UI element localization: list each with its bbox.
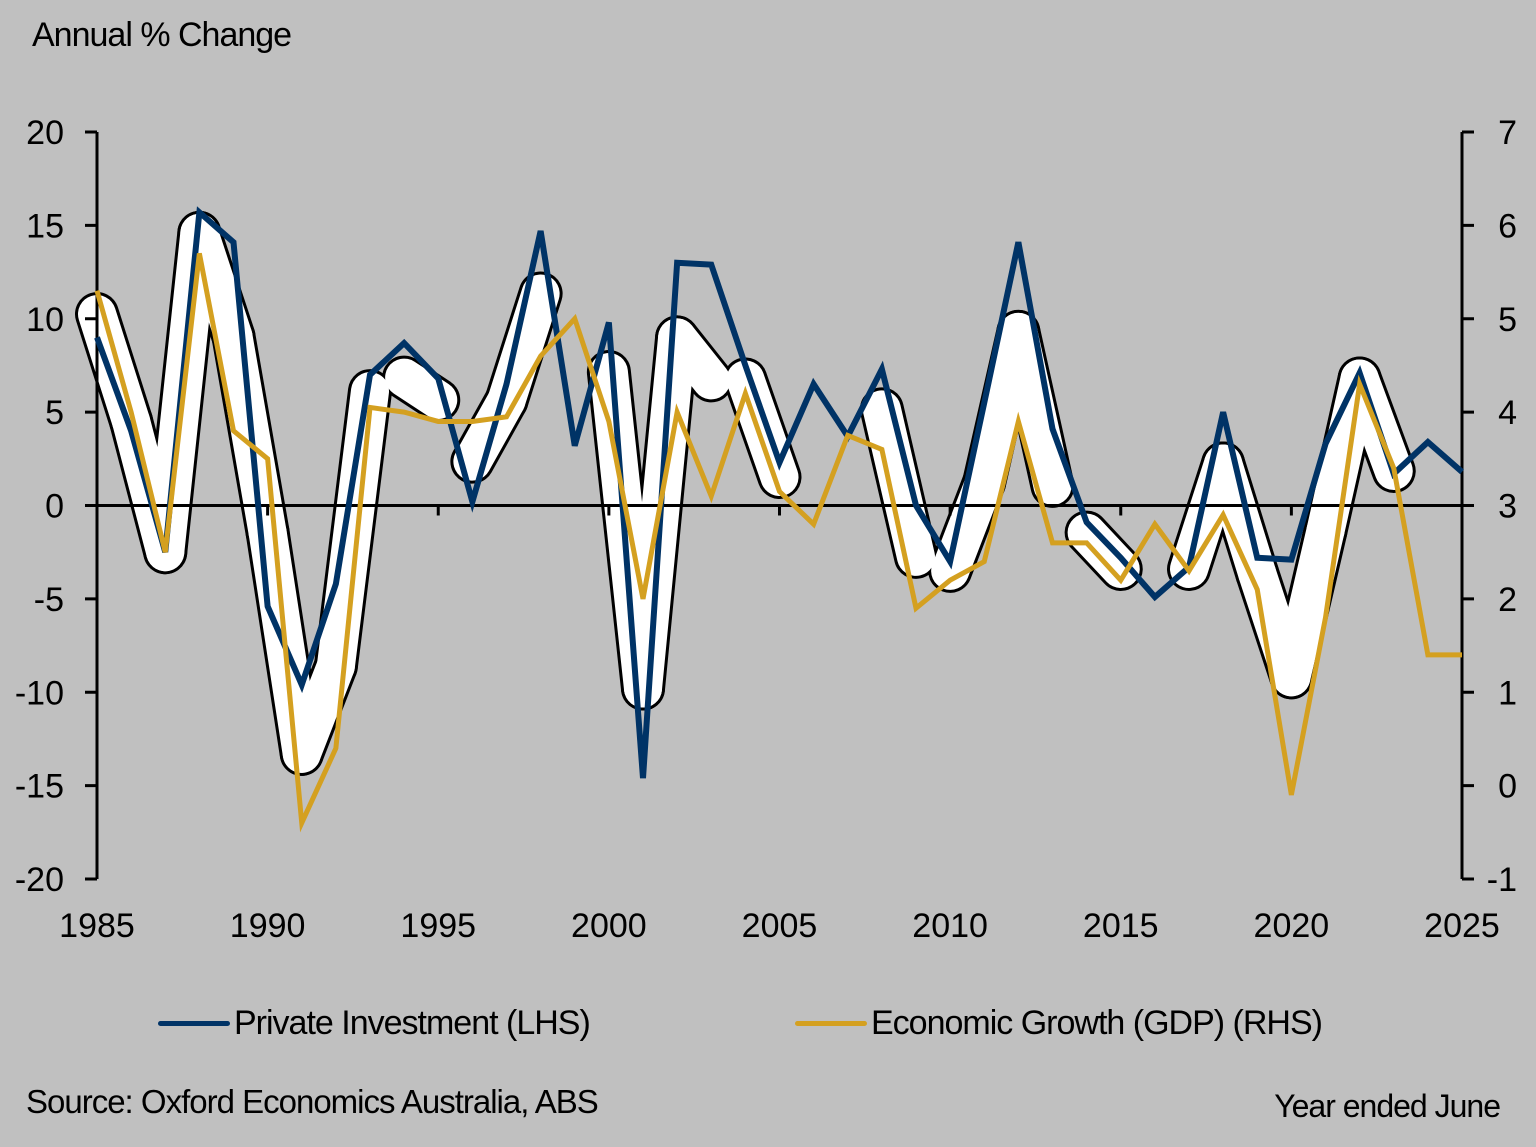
legend-swatch-gold [795, 1021, 867, 1026]
x-tick-label: 1995 [400, 907, 476, 945]
right-tick-label: -1 [1487, 861, 1517, 899]
x-tick-label: 2025 [1424, 907, 1500, 945]
legend-item-gdp: Economic Growth (GDP) (RHS) [795, 1004, 1323, 1043]
right-tick-label: 4 [1498, 394, 1517, 432]
series-private-investment [94, 206, 1464, 779]
right-tick-label: 2 [1498, 581, 1517, 619]
left-tick-label: -20 [15, 861, 64, 899]
co-movement-highlights [75, 210, 1416, 776]
x-tick-label: 2010 [912, 907, 988, 945]
x-tick-label: 2015 [1083, 907, 1159, 945]
left-tick-label: -5 [34, 581, 64, 619]
source-note: Source: Oxford Economics Australia, ABS [26, 1083, 599, 1120]
left-tick-label: 0 [45, 488, 64, 526]
left-tick-label: 10 [26, 301, 64, 339]
x-tick-label: 1990 [230, 907, 306, 945]
right-tick-label: 3 [1498, 488, 1517, 526]
right-tick-label: 1 [1498, 674, 1517, 712]
left-tick-label: 5 [45, 394, 64, 432]
legend-swatch-navy [158, 1021, 230, 1026]
right-tick-label: 7 [1498, 114, 1517, 152]
left-tick-label: 15 [26, 207, 64, 245]
x-tick-label: 2005 [742, 907, 818, 945]
right-tick-label: 6 [1498, 207, 1517, 245]
series-lines [94, 206, 1464, 833]
axis-title: Annual % Change [32, 16, 292, 54]
legend-label: Private Investment (LHS) [234, 1004, 591, 1042]
left-tick-label: 20 [26, 114, 64, 152]
x-tick-label: 1985 [59, 907, 135, 945]
series-gdp [94, 252, 1462, 833]
x-tick-label: 2000 [571, 907, 647, 945]
legend-item-private-investment: Private Investment (LHS) [158, 1004, 591, 1043]
left-tick-label: -10 [15, 674, 64, 712]
right-tick-label: 5 [1498, 301, 1517, 339]
x-tick-label: 2020 [1254, 907, 1330, 945]
left-tick-label: -15 [15, 768, 64, 806]
period-note: Year ended June [1274, 1088, 1501, 1124]
right-tick-label: 0 [1498, 768, 1517, 806]
legend-label: Economic Growth (GDP) (RHS) [871, 1004, 1323, 1042]
